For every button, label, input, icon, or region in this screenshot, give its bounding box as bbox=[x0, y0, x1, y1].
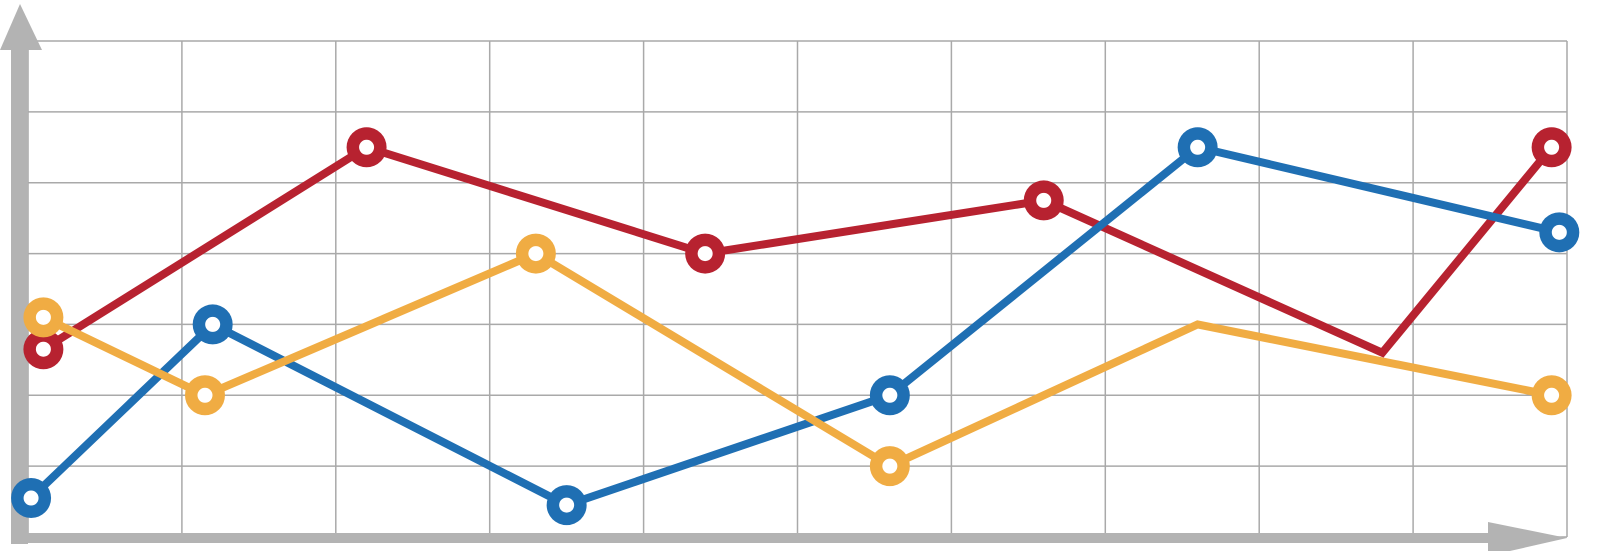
series-line-3 bbox=[41, 249, 1553, 471]
data-point-hole-2 bbox=[205, 316, 221, 332]
data-point-hole-2 bbox=[559, 497, 575, 513]
y-axis-arrowhead bbox=[0, 4, 42, 50]
data-point-hole-2 bbox=[23, 490, 39, 506]
data-point-hole-1 bbox=[697, 246, 713, 262]
series-group bbox=[11, 127, 1580, 526]
grid bbox=[27, 40, 1568, 538]
data-point-hole-1 bbox=[35, 341, 51, 357]
data-point-hole-1 bbox=[1544, 139, 1560, 155]
x-axis bbox=[11, 533, 1491, 543]
data-point-hole-3 bbox=[528, 246, 544, 262]
data-point-hole-3 bbox=[1544, 387, 1560, 403]
data-point-hole-3 bbox=[882, 458, 898, 474]
y-axis bbox=[11, 44, 28, 544]
axes bbox=[0, 4, 1567, 551]
x-axis-arrowhead bbox=[1488, 522, 1567, 551]
series-line-2 bbox=[28, 142, 1561, 510]
data-point-hole-3 bbox=[197, 387, 213, 403]
data-point-hole-3 bbox=[35, 309, 51, 325]
data-point-hole-2 bbox=[882, 387, 898, 403]
data-point-hole-2 bbox=[1190, 139, 1206, 155]
data-point-hole-1 bbox=[1036, 192, 1052, 208]
series-line-1 bbox=[41, 142, 1555, 358]
data-point-hole-2 bbox=[1551, 224, 1567, 240]
data-point-hole-1 bbox=[359, 139, 375, 155]
